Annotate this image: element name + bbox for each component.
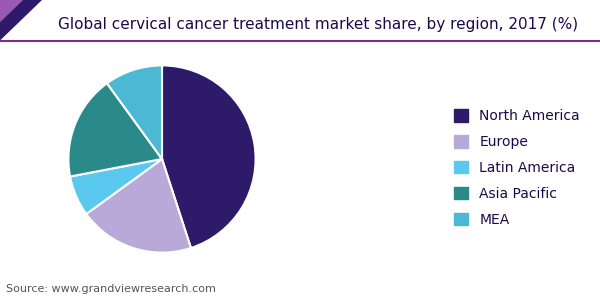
- Polygon shape: [0, 0, 23, 22]
- Wedge shape: [107, 65, 162, 159]
- Text: Global cervical cancer treatment market share, by region, 2017 (%): Global cervical cancer treatment market …: [58, 16, 578, 32]
- Wedge shape: [68, 83, 162, 176]
- Wedge shape: [70, 159, 162, 214]
- Wedge shape: [162, 65, 256, 248]
- Polygon shape: [0, 0, 42, 40]
- Legend: North America, Europe, Latin America, Asia Pacific, MEA: North America, Europe, Latin America, As…: [448, 102, 587, 234]
- Text: Source: www.grandviewresearch.com: Source: www.grandviewresearch.com: [6, 284, 216, 294]
- Wedge shape: [86, 159, 191, 253]
